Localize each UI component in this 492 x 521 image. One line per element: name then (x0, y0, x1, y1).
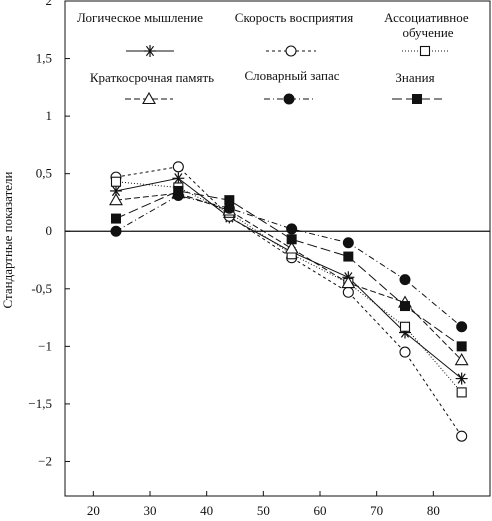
legend-filled-circle-icon (283, 93, 295, 105)
legend-label-associative-line1: Ассоциативное (384, 10, 469, 25)
y-tick-label: 0,5 (36, 166, 52, 181)
legend-open-triangle-icon (142, 91, 156, 105)
legend-item-vocabulary: Словарный запас (244, 68, 340, 105)
data-point-circle-filled (456, 321, 468, 333)
series-line (115, 192, 463, 361)
legend-marker-star (144, 45, 156, 57)
plot-frame (64, 0, 491, 497)
data-point-circle-filled (286, 223, 298, 235)
x-tick-label: 30 (144, 503, 157, 518)
legend-item-associative-learning: Ассоциативное обучение (384, 10, 472, 57)
legend-marker-circle-filled (283, 93, 295, 105)
legend-label-knowledge: Знания (395, 70, 434, 85)
legend-item-perception-speed: Скорость восприятия (235, 10, 353, 57)
data-point-star (172, 172, 185, 185)
data-point-circle-filled (399, 274, 411, 286)
x-tick-label: 80 (427, 503, 440, 518)
series-layer (109, 161, 469, 442)
x-axis-ticks: 20 30 40 50 60 70 80 (87, 491, 440, 518)
legend-marker-circle-open (285, 45, 297, 57)
x-tick-label: 60 (314, 503, 327, 518)
legend-item-knowledge: Знания (392, 70, 442, 104)
x-tick-label: 50 (257, 503, 270, 518)
x-tick-label: 20 (87, 503, 100, 518)
data-point-square-open (456, 387, 467, 398)
legend-label-vocabulary: Словарный запас (244, 68, 339, 83)
x-tick-label: 70 (370, 503, 383, 518)
data-point-square-filled (173, 185, 184, 196)
data-point-square-filled (224, 195, 235, 206)
data-point-circle-open (399, 346, 411, 358)
y-tick-label: 1 (46, 108, 53, 123)
y-tick-label: −1,5 (28, 396, 52, 411)
data-point-square-filled (456, 341, 467, 352)
legend-marker-square-filled (412, 94, 422, 104)
data-point-triangle-open (454, 353, 469, 366)
legend-label-perception-speed: Скорость восприятия (235, 10, 353, 25)
data-point-circle-open (456, 430, 468, 442)
data-point-circle-filled (110, 225, 122, 237)
data-point-square-open (110, 176, 122, 187)
legend-item-short-term-memory: Краткосрочная память (90, 70, 214, 105)
legend-label-associative-learning: Ассоциативное обучение (384, 10, 472, 40)
legend-label-associative-line2: обучение (402, 25, 453, 40)
data-point-star (455, 372, 468, 385)
data-point-circle-open (172, 161, 184, 173)
y-axis-label: Стандартные показатели (0, 171, 15, 308)
series-line (115, 181, 463, 393)
legend-marker-triangle-open (142, 91, 156, 105)
y-tick-label: 0 (46, 223, 53, 238)
legend-label-logical-thinking: Логическое мышление (77, 10, 203, 25)
x-tick-label: 40 (200, 503, 213, 518)
data-point-triangle-open (109, 193, 123, 206)
data-point-circle-filled (342, 237, 354, 249)
legend-open-square-icon (419, 45, 431, 57)
y-axis-ticks: 2 1,5 1 0,5 0 -0,5 −1 −1,5 −2 (28, 0, 70, 468)
data-point-square-filled (400, 301, 410, 312)
data-point-triangle-open (341, 275, 356, 289)
legend-star-icon (144, 45, 156, 57)
legend-marker-square-open (419, 45, 431, 57)
legend-label-short-term-memory: Краткосрочная память (90, 70, 214, 85)
y-tick-label: -0,5 (31, 281, 52, 296)
data-point-square-filled (286, 234, 297, 245)
y-tick-label: −1 (38, 338, 52, 353)
data-point-square-filled (343, 251, 354, 262)
legend-open-circle-icon (285, 45, 297, 57)
y-tick-label: 2 (46, 0, 53, 8)
y-tick-label: 1,5 (36, 51, 52, 66)
y-tick-label: −2 (38, 453, 52, 468)
legend-item-logical-thinking: Логическое мышление (77, 10, 203, 57)
legend: Логическое мышление Скорость восприятия … (77, 10, 472, 105)
data-point-square-open (399, 321, 411, 332)
legend-filled-square-icon (412, 94, 422, 104)
data-point-triangle-open (284, 241, 299, 254)
data-point-square-filled (111, 213, 121, 224)
data-point-circle-open (342, 286, 354, 298)
